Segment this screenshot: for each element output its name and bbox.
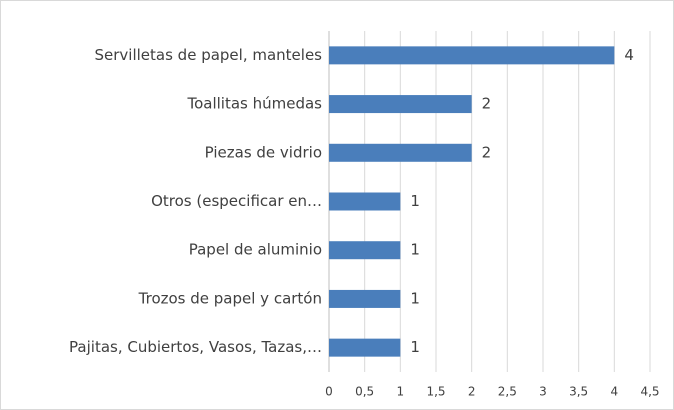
- x-tick-label: 1,5: [426, 385, 445, 399]
- bar: [329, 241, 401, 260]
- data-label: 4: [624, 46, 634, 64]
- bar: [329, 46, 615, 65]
- data-label: 1: [410, 241, 420, 259]
- y-tick-label: Trozos de papel y cartón: [138, 289, 322, 307]
- y-tick-label: Otros (especificar en…: [151, 192, 322, 210]
- bar: [329, 192, 401, 211]
- data-label: 1: [410, 192, 420, 210]
- x-tick-label: 4,5: [640, 385, 659, 399]
- data-label: 1: [410, 338, 420, 356]
- y-tick-label: Piezas de vidrio: [205, 143, 322, 161]
- y-tick-label: Papel de aluminio: [189, 241, 322, 259]
- bar: [329, 95, 472, 114]
- x-tick-label: 3: [539, 385, 547, 399]
- data-label: 2: [482, 143, 492, 161]
- x-tick-label: 0,5: [355, 385, 374, 399]
- x-tick-label: 3,5: [569, 385, 588, 399]
- y-tick-label: Pajitas, Cubiertos, Vasos, Tazas,…: [69, 338, 322, 356]
- x-tick-label: 2,5: [498, 385, 517, 399]
- bar: [329, 143, 472, 162]
- y-tick-label: Servilletas de papel, manteles: [95, 46, 323, 64]
- data-label: 1: [410, 289, 420, 307]
- bar: [329, 338, 401, 357]
- x-tick-label: 0: [325, 385, 333, 399]
- bar: [329, 289, 401, 308]
- x-tick-label: 2: [468, 385, 476, 399]
- x-tick-label: 4: [611, 385, 619, 399]
- y-tick-label: Toallitas húmedas: [186, 95, 322, 113]
- x-tick-label: 1: [397, 385, 405, 399]
- data-label: 2: [482, 95, 492, 113]
